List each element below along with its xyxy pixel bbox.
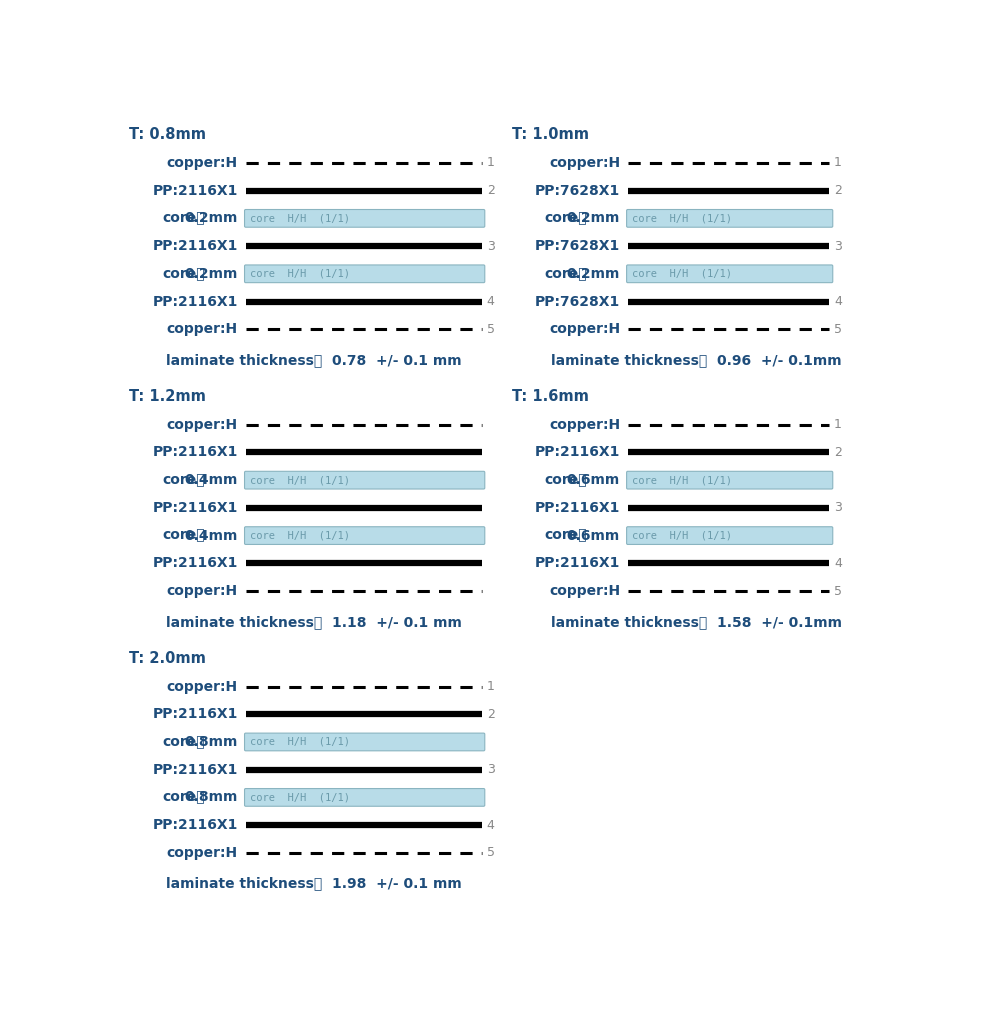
Text: 4: 4 <box>487 295 495 308</box>
FancyBboxPatch shape <box>245 733 485 751</box>
Text: core：: core： <box>545 528 588 543</box>
FancyBboxPatch shape <box>627 471 833 489</box>
FancyBboxPatch shape <box>627 526 833 545</box>
Text: core：: core： <box>545 473 588 487</box>
Text: PP:2116X1: PP:2116X1 <box>153 763 238 776</box>
Text: 4: 4 <box>834 295 842 308</box>
Text: core：: core： <box>163 791 205 805</box>
Text: PP:2116X1: PP:2116X1 <box>153 556 238 570</box>
Text: 3: 3 <box>487 240 495 253</box>
Text: copper:H: copper:H <box>167 418 238 432</box>
Text: 0.2mm: 0.2mm <box>567 211 620 225</box>
Text: 3: 3 <box>834 240 842 253</box>
Text: 0.6mm: 0.6mm <box>567 473 620 487</box>
Text: T: 0.8mm: T: 0.8mm <box>129 127 206 142</box>
Text: laminate thickness：  1.98  +/- 0.1 mm: laminate thickness： 1.98 +/- 0.1 mm <box>167 877 462 891</box>
FancyBboxPatch shape <box>245 210 485 227</box>
Text: PP:2116X1: PP:2116X1 <box>534 445 620 460</box>
Text: core：: core： <box>163 211 205 225</box>
FancyBboxPatch shape <box>627 265 833 283</box>
Text: 0.4mm: 0.4mm <box>184 473 238 487</box>
Text: 3: 3 <box>487 763 495 776</box>
Text: PP:7628X1: PP:7628X1 <box>534 239 620 253</box>
Text: 0.4mm: 0.4mm <box>184 528 238 543</box>
Text: PP:2116X1: PP:2116X1 <box>153 501 238 515</box>
Text: laminate thickness：  0.78  +/- 0.1 mm: laminate thickness： 0.78 +/- 0.1 mm <box>167 353 462 367</box>
Text: core：: core： <box>163 528 205 543</box>
Text: PP:7628X1: PP:7628X1 <box>534 295 620 308</box>
Text: PP:2116X1: PP:2116X1 <box>153 295 238 308</box>
Text: core  H/H  (1/1): core H/H (1/1) <box>250 793 350 803</box>
Text: copper:H: copper:H <box>167 584 238 598</box>
Text: copper:H: copper:H <box>549 156 620 170</box>
Text: 4: 4 <box>487 818 495 831</box>
Text: PP:2116X1: PP:2116X1 <box>534 501 620 515</box>
FancyBboxPatch shape <box>245 265 485 283</box>
Text: 5: 5 <box>834 585 842 598</box>
Text: core  H/H  (1/1): core H/H (1/1) <box>632 530 733 541</box>
Text: T: 2.0mm: T: 2.0mm <box>129 650 206 666</box>
Text: core  H/H  (1/1): core H/H (1/1) <box>250 737 350 746</box>
Text: core  H/H  (1/1): core H/H (1/1) <box>250 530 350 541</box>
Text: core  H/H  (1/1): core H/H (1/1) <box>250 475 350 485</box>
FancyBboxPatch shape <box>245 526 485 545</box>
Text: core  H/H  (1/1): core H/H (1/1) <box>632 475 733 485</box>
Text: 0.2mm: 0.2mm <box>184 267 238 281</box>
Text: copper:H: copper:H <box>549 323 620 336</box>
Text: T: 1.2mm: T: 1.2mm <box>129 389 206 403</box>
Text: 5: 5 <box>487 847 495 859</box>
Text: 2: 2 <box>487 184 495 198</box>
Text: 1: 1 <box>834 157 842 169</box>
Text: 4: 4 <box>834 557 842 569</box>
FancyBboxPatch shape <box>627 210 833 227</box>
Text: 0.8mm: 0.8mm <box>184 791 238 805</box>
Text: copper:H: copper:H <box>167 846 238 860</box>
Text: PP:2116X1: PP:2116X1 <box>534 556 620 570</box>
Text: core：: core： <box>163 473 205 487</box>
FancyBboxPatch shape <box>245 788 485 806</box>
Text: 1: 1 <box>834 418 842 431</box>
Text: laminate thickness：  1.18  +/- 0.1 mm: laminate thickness： 1.18 +/- 0.1 mm <box>167 614 462 629</box>
FancyBboxPatch shape <box>245 471 485 489</box>
Text: 0.8mm: 0.8mm <box>184 735 238 749</box>
Text: core：: core： <box>545 267 588 281</box>
Text: 2: 2 <box>834 184 842 198</box>
Text: PP:2116X1: PP:2116X1 <box>153 183 238 198</box>
Text: 1: 1 <box>487 157 495 169</box>
Text: core：: core： <box>163 735 205 749</box>
Text: core  H/H  (1/1): core H/H (1/1) <box>250 213 350 223</box>
Text: laminate thickness：  0.96  +/- 0.1mm: laminate thickness： 0.96 +/- 0.1mm <box>551 353 842 367</box>
Text: core：: core： <box>545 211 588 225</box>
Text: 0.2mm: 0.2mm <box>567 267 620 281</box>
Text: PP:2116X1: PP:2116X1 <box>153 818 238 833</box>
Text: copper:H: copper:H <box>167 680 238 693</box>
Text: 2: 2 <box>487 708 495 721</box>
Text: PP:2116X1: PP:2116X1 <box>153 239 238 253</box>
Text: 5: 5 <box>834 323 842 336</box>
Text: core  H/H  (1/1): core H/H (1/1) <box>250 268 350 279</box>
Text: T: 1.0mm: T: 1.0mm <box>512 127 589 142</box>
Text: PP:7628X1: PP:7628X1 <box>534 183 620 198</box>
Text: 0.6mm: 0.6mm <box>567 528 620 543</box>
Text: 2: 2 <box>834 445 842 459</box>
Text: core  H/H  (1/1): core H/H (1/1) <box>632 213 733 223</box>
Text: copper:H: copper:H <box>167 156 238 170</box>
Text: 3: 3 <box>834 502 842 514</box>
Text: 1: 1 <box>487 680 495 693</box>
Text: core  H/H  (1/1): core H/H (1/1) <box>632 268 733 279</box>
Text: T: 1.6mm: T: 1.6mm <box>512 389 589 403</box>
Text: copper:H: copper:H <box>549 584 620 598</box>
Text: 0.2mm: 0.2mm <box>184 211 238 225</box>
Text: copper:H: copper:H <box>549 418 620 432</box>
Text: 5: 5 <box>487 323 495 336</box>
Text: copper:H: copper:H <box>167 323 238 336</box>
Text: PP:2116X1: PP:2116X1 <box>153 445 238 460</box>
Text: PP:2116X1: PP:2116X1 <box>153 708 238 721</box>
Text: core：: core： <box>163 267 205 281</box>
Text: laminate thickness：  1.58  +/- 0.1mm: laminate thickness： 1.58 +/- 0.1mm <box>551 614 842 629</box>
